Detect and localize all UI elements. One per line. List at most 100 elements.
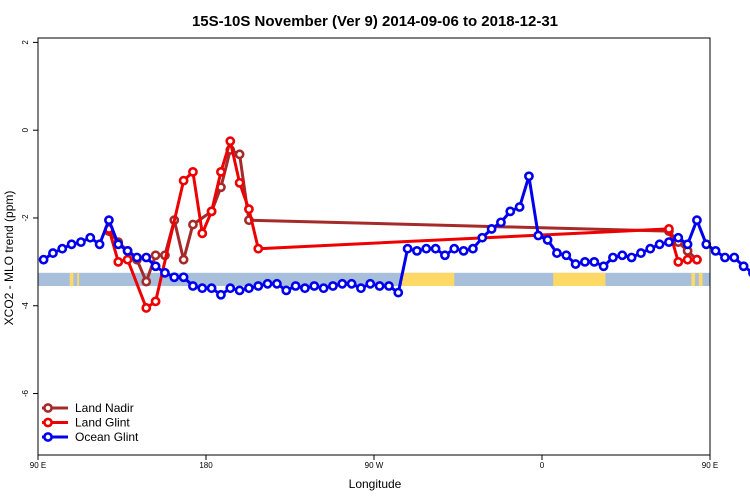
data-point bbox=[477, 232, 488, 243]
x-tick-label: 180 bbox=[199, 461, 213, 470]
data-point bbox=[141, 303, 152, 313]
legend-item-ocean-glint: Ocean Glint bbox=[42, 430, 139, 444]
data-point bbox=[337, 278, 348, 289]
data-point bbox=[514, 202, 525, 212]
data-point bbox=[552, 248, 562, 258]
data-point bbox=[636, 248, 646, 258]
data-point bbox=[374, 281, 385, 291]
data-point bbox=[496, 217, 506, 228]
data-point bbox=[682, 254, 693, 265]
data-point bbox=[197, 283, 208, 294]
data-point bbox=[178, 272, 189, 283]
data-point bbox=[673, 232, 684, 243]
data-point bbox=[720, 252, 730, 263]
data-point bbox=[524, 171, 534, 182]
land-band-segment bbox=[553, 272, 606, 287]
axes: 90 E 180 90 W 0 90 E 2 0 -2 -4 -6 bbox=[21, 37, 718, 470]
data-point bbox=[66, 239, 77, 250]
data-point bbox=[38, 254, 49, 265]
data-point bbox=[328, 281, 338, 291]
data-point bbox=[430, 243, 441, 254]
data-point bbox=[561, 250, 572, 261]
legend-item-land-glint: Land Glint bbox=[42, 416, 130, 430]
data-point bbox=[692, 215, 702, 226]
data-point bbox=[589, 256, 600, 267]
legend-item-land-nadir: Land Nadir bbox=[42, 401, 134, 415]
data-point bbox=[85, 232, 96, 243]
data-point bbox=[281, 285, 292, 296]
data-point bbox=[188, 281, 198, 291]
data-point bbox=[197, 228, 208, 239]
legend-marker bbox=[43, 417, 53, 428]
data-point bbox=[654, 239, 665, 250]
x-axis-title: Longitude bbox=[349, 477, 402, 491]
data-point bbox=[402, 243, 413, 254]
data-point bbox=[692, 254, 702, 265]
data-point bbox=[160, 267, 170, 278]
x-tick-label: 90 W bbox=[365, 461, 384, 470]
data-point bbox=[617, 250, 628, 261]
data-point bbox=[206, 206, 217, 217]
data-point bbox=[272, 278, 282, 289]
land-band-segment bbox=[402, 272, 455, 287]
y-tick-label: -6 bbox=[21, 389, 30, 397]
data-point bbox=[113, 239, 124, 250]
data-point bbox=[178, 175, 189, 186]
x-tick-label: 90 E bbox=[702, 461, 718, 470]
legend-label: Land Glint bbox=[75, 416, 130, 430]
y-tick-label: 2 bbox=[21, 40, 30, 45]
data-point bbox=[300, 283, 310, 294]
data-point bbox=[682, 239, 693, 250]
series-land-glint bbox=[104, 136, 702, 313]
data-point bbox=[104, 215, 114, 226]
legend-marker bbox=[43, 403, 53, 413]
data-point bbox=[57, 243, 68, 254]
ocean-band bbox=[38, 272, 710, 287]
data-point bbox=[365, 278, 376, 289]
data-point bbox=[234, 285, 245, 296]
land-band-segment bbox=[691, 272, 696, 287]
data-point bbox=[48, 248, 58, 258]
data-point bbox=[570, 259, 581, 269]
legend-label: Ocean Glint bbox=[75, 430, 139, 444]
chart-title: 15S-10S November (Ver 9) 2014-09-06 to 2… bbox=[192, 13, 558, 30]
data-point bbox=[216, 289, 226, 300]
x-tick-label: 0 bbox=[540, 461, 545, 470]
data-point bbox=[608, 252, 618, 263]
series-line bbox=[107, 139, 697, 310]
data-point bbox=[244, 204, 254, 215]
data-point bbox=[468, 243, 478, 254]
data-point bbox=[122, 254, 133, 265]
data-point bbox=[421, 243, 432, 254]
data-point bbox=[626, 252, 637, 263]
data-point bbox=[150, 261, 161, 272]
data-point bbox=[710, 245, 721, 256]
data-point bbox=[309, 281, 320, 291]
data-point bbox=[440, 250, 450, 261]
data-point bbox=[132, 252, 142, 263]
data-point bbox=[645, 243, 656, 254]
legend-label: Land Nadir bbox=[75, 401, 134, 415]
y-tick-label: 0 bbox=[21, 127, 30, 132]
data-point bbox=[113, 256, 124, 267]
data-point bbox=[580, 256, 590, 267]
y-tick-label: -4 bbox=[21, 302, 30, 310]
data-point bbox=[253, 281, 264, 291]
data-point bbox=[384, 281, 394, 291]
data-point bbox=[393, 287, 404, 298]
data-point bbox=[150, 250, 161, 261]
data-point bbox=[253, 243, 264, 254]
data-point bbox=[458, 245, 469, 256]
data-point bbox=[449, 243, 460, 254]
data-point bbox=[664, 237, 674, 248]
data-point bbox=[188, 219, 198, 230]
data-point bbox=[225, 136, 236, 147]
data-point bbox=[318, 283, 329, 294]
data-point bbox=[412, 245, 422, 256]
data-point bbox=[206, 283, 217, 294]
data-point bbox=[262, 278, 273, 289]
data-point bbox=[533, 230, 544, 241]
plot-frame bbox=[37, 37, 711, 456]
